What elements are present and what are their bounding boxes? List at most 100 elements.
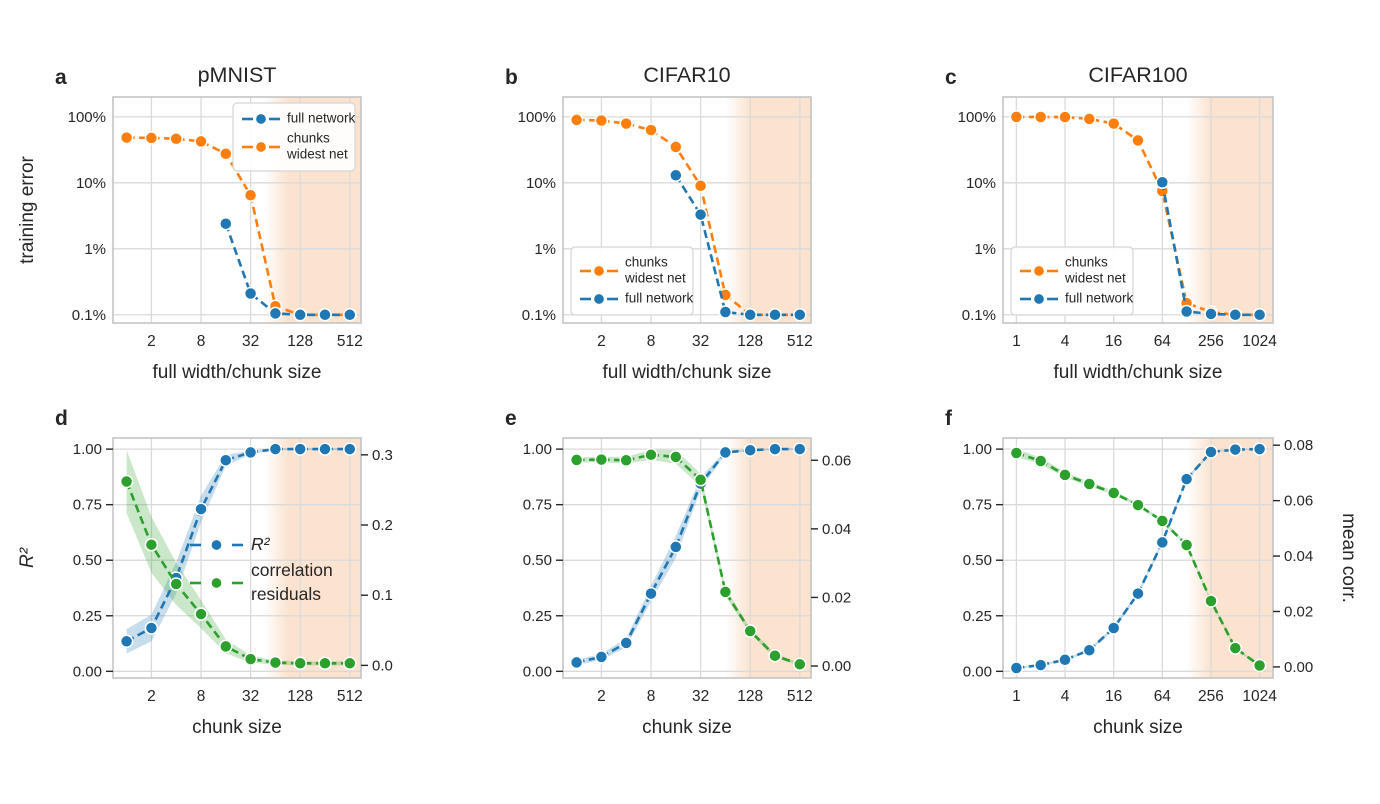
data-point	[1155, 535, 1170, 550]
data-point	[293, 656, 307, 671]
data-point	[318, 656, 332, 671]
panel-b: 2 8 32 128 512 100% 10% 1% 0.1% b CIFAR10 full widt…	[505, 63, 813, 383]
x-tick-label: 128	[737, 333, 763, 350]
data-point	[293, 308, 307, 322]
panel-c: 1 4 16 64 256 1024 100% 10% 1% 0.1% c CIFAR100 full …	[945, 63, 1277, 383]
shaded-region-solid	[1210, 97, 1273, 323]
data-point	[1131, 586, 1145, 601]
series-line	[125, 481, 350, 665]
x-tick-label: 8	[647, 333, 656, 350]
data-point	[219, 639, 233, 654]
x-tick-label: 1024	[1242, 333, 1277, 350]
y-right-tick-label: 0.02	[1284, 603, 1313, 620]
x-axis-label: chunk size	[1093, 717, 1183, 738]
data-point	[243, 188, 258, 202]
confidence-band	[126, 449, 350, 666]
plot-border	[1002, 437, 1274, 679]
data-point	[718, 585, 733, 599]
panel-letter: a	[55, 66, 67, 89]
x-tick-label: 16	[1105, 688, 1122, 705]
y-right-tick-label: 0.08	[1284, 437, 1313, 454]
series-line	[224, 223, 350, 317]
data-point	[693, 473, 708, 487]
data-point	[1228, 442, 1243, 457]
data-point	[693, 207, 708, 222]
legend-label: chunks	[287, 131, 330, 146]
panel-letter: f	[945, 407, 953, 430]
legend-label: widest net	[1064, 271, 1126, 286]
data-point	[718, 445, 733, 460]
data-point	[1155, 175, 1170, 190]
data-point	[1252, 308, 1267, 322]
axis-ticks: 2 8 32 128 512 100% 10% 1% 0.1%	[68, 109, 363, 350]
data-point	[268, 442, 283, 456]
data-point	[1058, 653, 1072, 667]
panel-letter: c	[945, 66, 957, 89]
panel-title: CIFAR100	[1088, 63, 1187, 87]
data-point	[268, 655, 283, 670]
series-line	[576, 447, 800, 664]
data-point	[793, 657, 807, 672]
y-tick-label: 0.50	[963, 552, 992, 569]
series-markers	[569, 442, 807, 670]
x-tick-label: 2	[147, 333, 156, 350]
data-point	[1204, 307, 1218, 321]
data-point	[1082, 643, 1097, 657]
data-point	[594, 113, 609, 128]
data-point	[1033, 454, 1048, 468]
series-line	[576, 118, 800, 317]
axis-ticks: 2 8 32 128 512 0.00 0.25 0.50 0.75 1.00 0.0 0.1 0.2 0…	[73, 441, 393, 705]
x-tick-label: 256	[1198, 333, 1224, 350]
x-tick-label: 512	[787, 333, 813, 350]
data-point	[243, 445, 258, 460]
data-point	[569, 453, 584, 467]
data-point	[169, 577, 183, 591]
plot-border	[112, 96, 362, 324]
y-tick-label: 1%	[84, 241, 106, 258]
x-axis-label: full width/chunk size	[153, 362, 322, 383]
data-point	[1009, 110, 1024, 124]
series-markers	[1009, 442, 1267, 675]
y-tick-label: 0.00	[73, 663, 102, 680]
data-point	[1204, 445, 1218, 459]
x-axis-label: full width/chunk size	[1054, 362, 1223, 383]
panel-a: 2 8 32 128 512 100% 10% 1% 0.1% a pMNIST full width…	[17, 63, 363, 383]
data-point	[1033, 658, 1048, 672]
data-point	[144, 131, 159, 145]
legend-marker	[592, 292, 606, 306]
y-tick-label: 0.50	[523, 552, 552, 569]
x-tick-label: 512	[337, 333, 363, 350]
series-markers	[669, 168, 807, 322]
legend-label: widest net	[624, 271, 686, 286]
data-point	[619, 453, 633, 468]
data-point	[644, 586, 658, 601]
y-right-tick-label: 0.02	[822, 589, 851, 606]
data-point	[219, 147, 233, 161]
y-tick-label: 0.75	[523, 497, 552, 514]
data-point	[194, 607, 208, 621]
y-tick-label: 10%	[76, 175, 106, 192]
data-point	[1228, 641, 1243, 655]
panel-title: pMNIST	[198, 63, 277, 87]
data-point	[119, 130, 134, 145]
legend-label: chunks	[625, 255, 668, 270]
data-point	[718, 305, 733, 319]
x-tick-label: 4	[1061, 688, 1070, 705]
series-markers	[569, 448, 807, 672]
y-right-tick-label: 0.1	[372, 587, 393, 604]
data-point	[1082, 112, 1097, 126]
data-point	[343, 308, 357, 322]
data-point	[194, 502, 208, 516]
x-tick-label: 32	[692, 688, 709, 705]
x-tick-label: 2	[147, 688, 156, 705]
data-point	[743, 624, 757, 638]
legend-label: correlation	[251, 560, 333, 580]
y-right-tick-label: 0.06	[822, 452, 851, 469]
data-point	[1082, 477, 1097, 491]
series-markers	[1155, 175, 1267, 322]
plot-border	[112, 437, 362, 679]
x-axis-label: full width/chunk size	[603, 362, 772, 383]
